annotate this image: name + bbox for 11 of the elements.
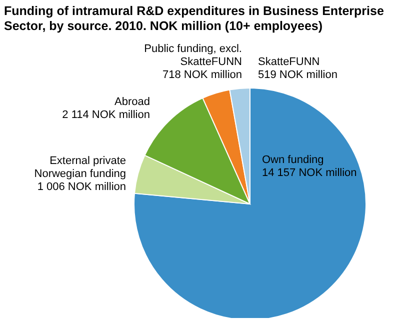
slice-label: Public funding, excl. SkatteFUNN <box>144 43 242 68</box>
slice-label: External private Norwegian funding <box>34 155 126 180</box>
chart-title: Funding of intramural R&D expenditures in Business Enterprise Sector, by source. 2010. NOK million (10+ employees) <box>3 3 385 34</box>
data-label: 2 114 NOK million <box>62 109 150 121</box>
data-label: 718 NOK million <box>162 69 242 81</box>
data-label: 519 NOK million <box>258 69 338 81</box>
slice-label: SkatteFUNN <box>258 56 320 68</box>
data-label: 14 157 NOK million <box>262 167 357 179</box>
data-label: 1 006 NOK million <box>37 181 126 193</box>
slice-label: Own funding <box>262 154 324 166</box>
slice-label: Abroad <box>114 96 150 108</box>
